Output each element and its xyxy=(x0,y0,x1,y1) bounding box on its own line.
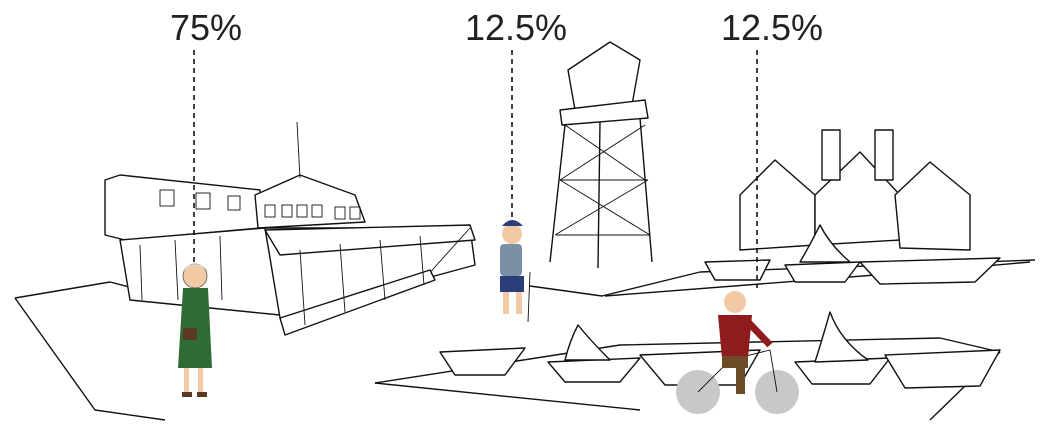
percent-label: 12.5% xyxy=(465,7,567,48)
boats xyxy=(439,224,1001,389)
tower xyxy=(549,41,653,269)
percent-label: 12.5% xyxy=(721,7,823,48)
man-walker xyxy=(500,220,531,323)
houses xyxy=(739,129,971,251)
percent-label: 75% xyxy=(170,7,242,48)
cyclist xyxy=(676,291,799,414)
building xyxy=(104,121,476,336)
woman xyxy=(178,263,212,397)
